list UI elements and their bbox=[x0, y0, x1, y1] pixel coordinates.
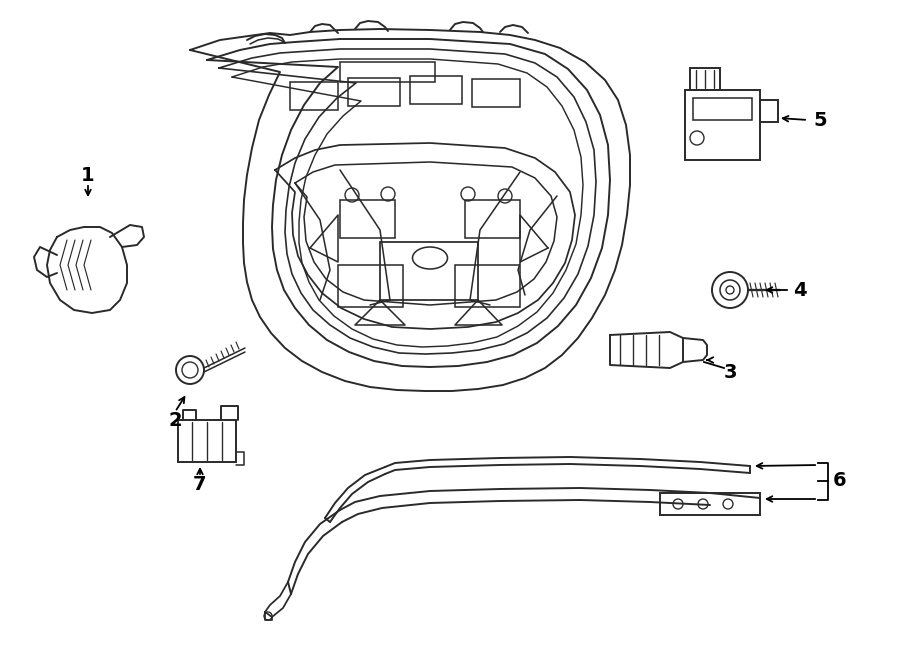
Bar bbox=[693, 98, 752, 120]
Text: 6: 6 bbox=[833, 471, 847, 489]
Bar bbox=[410, 76, 462, 104]
Bar bbox=[340, 62, 435, 82]
Bar bbox=[472, 79, 520, 107]
Bar bbox=[338, 265, 403, 307]
Bar bbox=[685, 90, 760, 160]
Text: 4: 4 bbox=[793, 281, 806, 299]
Text: 3: 3 bbox=[724, 363, 737, 381]
Text: 1: 1 bbox=[81, 166, 94, 185]
Bar bbox=[660, 493, 760, 515]
Text: 2: 2 bbox=[168, 410, 182, 430]
Bar bbox=[348, 78, 400, 106]
Text: 7: 7 bbox=[194, 475, 207, 495]
Bar bbox=[760, 100, 778, 122]
Bar bbox=[455, 265, 520, 307]
Bar bbox=[290, 82, 338, 110]
Bar bbox=[178, 420, 236, 462]
Bar bbox=[465, 200, 520, 238]
Bar bbox=[380, 242, 478, 300]
Bar bbox=[690, 68, 720, 90]
Bar bbox=[340, 200, 395, 238]
Text: 5: 5 bbox=[814, 111, 827, 130]
